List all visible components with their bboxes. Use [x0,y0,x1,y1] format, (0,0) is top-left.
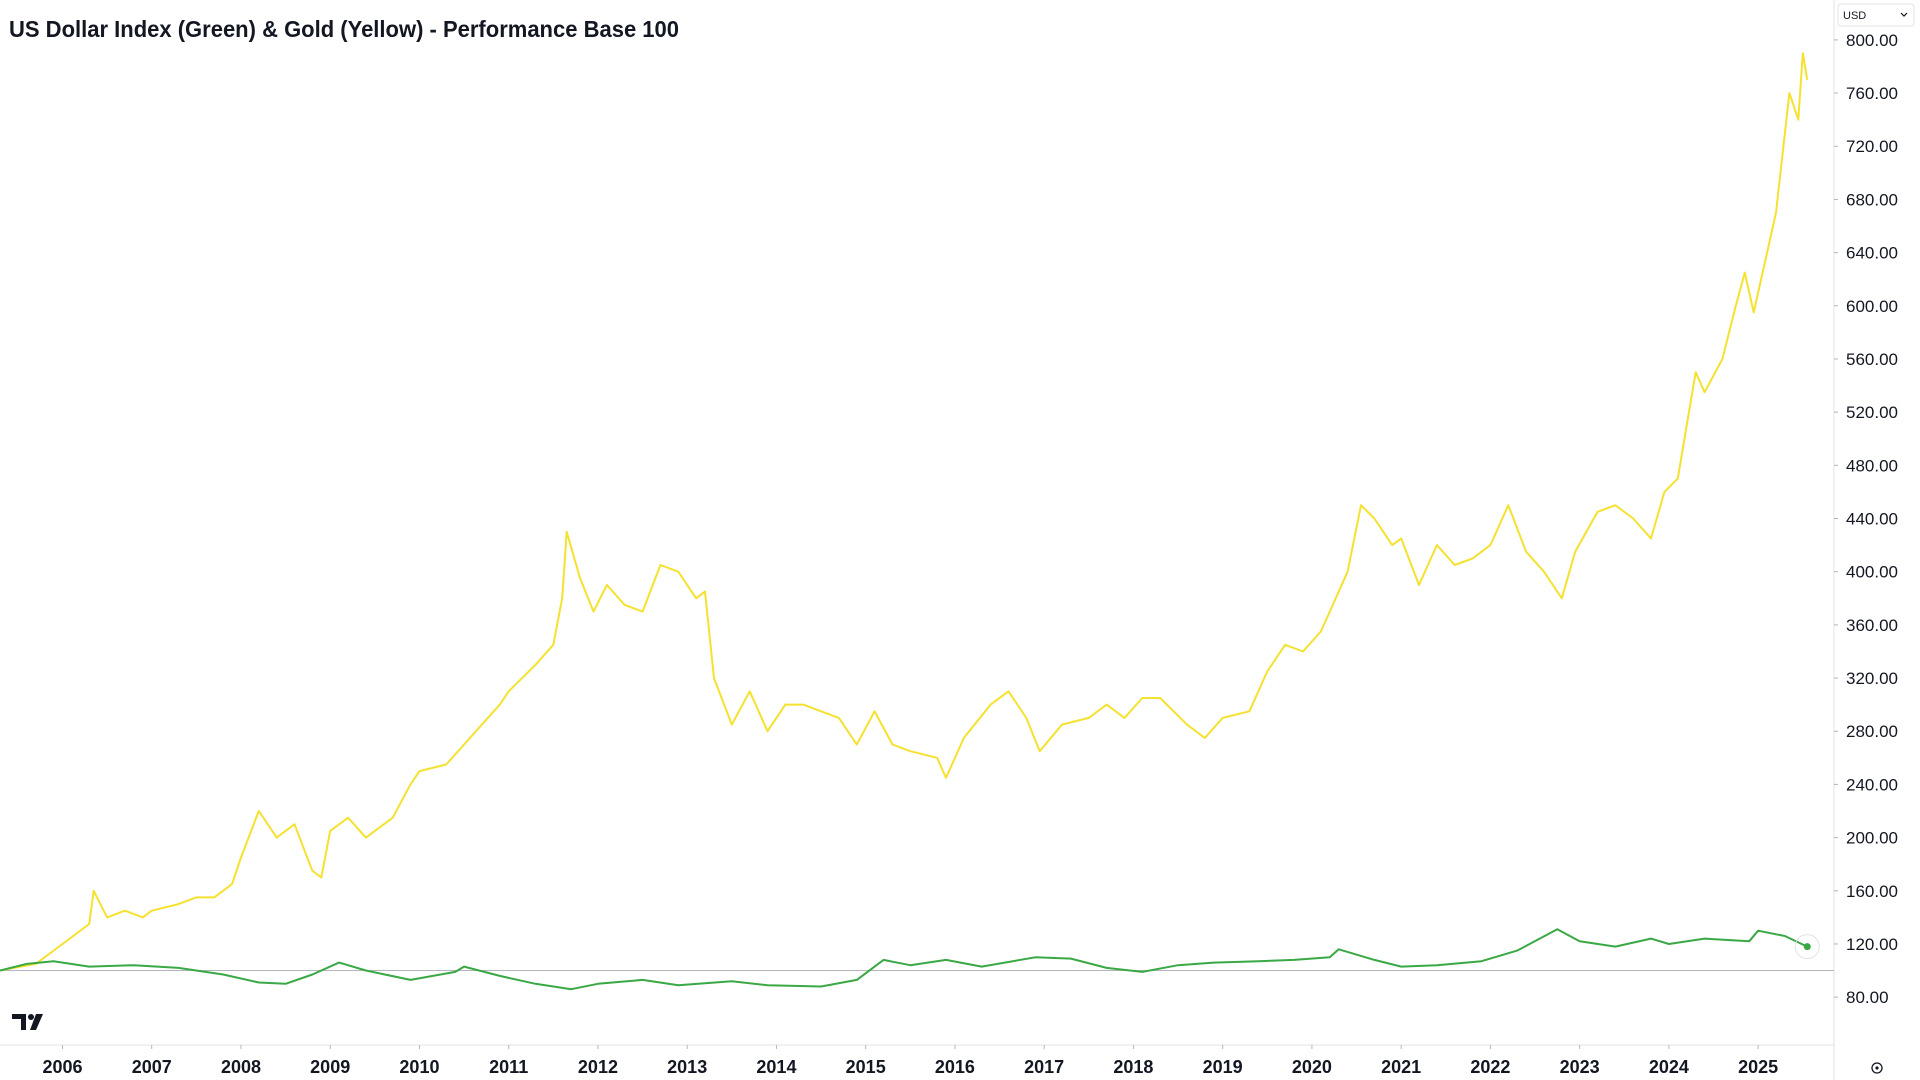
x-tick-label: 2014 [756,1057,796,1077]
x-tick-label: 2011 [489,1057,528,1077]
y-tick-label: 680.00 [1846,190,1898,209]
series-line [0,52,1809,972]
x-tick-label: 2018 [1113,1057,1153,1077]
x-tick-label: 2008 [221,1057,261,1077]
x-tick-label: 2015 [846,1057,886,1077]
last-value-dot [1803,943,1811,951]
settings-dot[interactable] [1875,1066,1879,1070]
y-tick-label: 320.00 [1846,669,1898,688]
x-tick-label: 2024 [1649,1057,1689,1077]
y-tick-label: 600.00 [1846,297,1898,316]
y-tick-label: 120.00 [1846,935,1898,954]
x-tick-label: 2010 [399,1057,439,1077]
x-tick-label: 2009 [310,1057,350,1077]
x-tick-label: 2007 [132,1057,172,1077]
settings-icon[interactable] [1871,1062,1883,1074]
y-tick-label: 440.00 [1846,510,1898,529]
logo-t [12,1014,26,1030]
y-tick-label: 760.00 [1846,84,1898,103]
y-tick-label: 80.00 [1846,988,1889,1007]
y-tick-label: 240.00 [1846,775,1898,794]
y-tick-label: 800.00 [1846,31,1898,50]
currency-selector[interactable]: USD [1837,3,1915,27]
y-tick-label: 400.00 [1846,563,1898,582]
x-tick-label: 2006 [42,1057,82,1077]
x-tick-label: 2022 [1470,1057,1510,1077]
dropdown-icon[interactable] [1900,12,1908,17]
y-tick-label: 640.00 [1846,244,1898,263]
chart-title: US Dollar Index (Green) & Gold (Yellow) … [9,16,679,42]
x-tick-label: 2013 [667,1057,707,1077]
x-tick-label: 2020 [1292,1057,1332,1077]
currency-box[interactable] [1837,3,1915,27]
x-tick-label: 2016 [935,1057,975,1077]
settings-ring[interactable] [1871,1062,1883,1074]
x-tick-label: 2025 [1738,1057,1778,1077]
y-tick-label: 200.00 [1846,829,1898,848]
series-line [0,928,1808,991]
logo-v [30,1014,43,1030]
x-tick-label: 2021 [1381,1057,1421,1077]
x-tick-label: 2017 [1024,1057,1064,1077]
x-tick-label: 2012 [578,1057,618,1077]
x-tick-label: 2023 [1560,1057,1600,1077]
y-tick-label: 520.00 [1846,403,1898,422]
y-tick-label: 560.00 [1846,350,1898,369]
x-tick-label: 2019 [1203,1057,1243,1077]
y-tick-label: 720.00 [1846,137,1898,156]
y-tick-label: 480.00 [1846,456,1898,475]
tradingview-logo [12,1014,43,1030]
currency-label[interactable]: USD [1843,10,1866,22]
logo-dot [28,1014,34,1020]
y-tick-label: 360.00 [1846,616,1898,635]
y-tick-label: 160.00 [1846,882,1898,901]
y-tick-label: 280.00 [1846,722,1898,741]
last-value-halo [1794,934,1820,960]
